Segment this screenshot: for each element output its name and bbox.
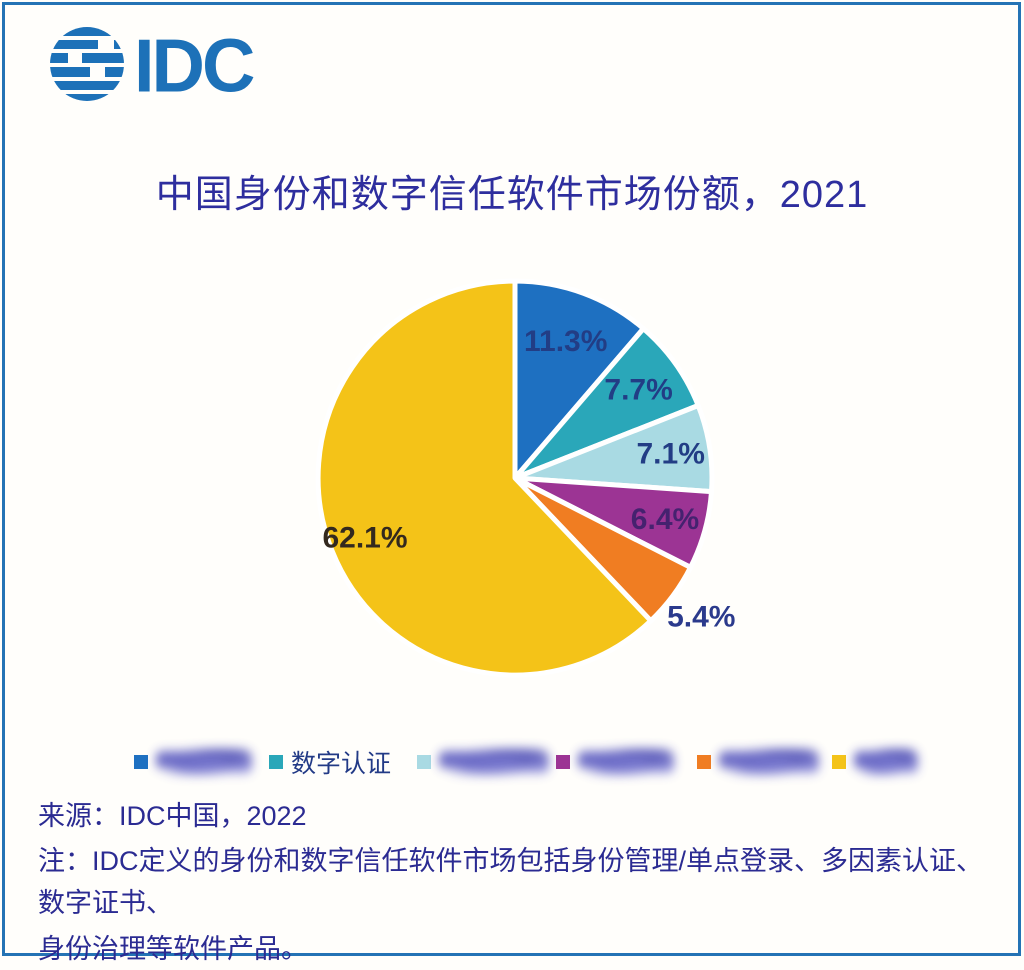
censored-label-blob xyxy=(439,748,549,776)
legend-swatch xyxy=(556,755,570,769)
legend-swatch xyxy=(134,755,148,769)
legend-item xyxy=(832,744,918,780)
legend-swatch xyxy=(832,755,846,769)
legend-swatch xyxy=(417,755,431,769)
note-line-1: 注：IDC定义的身份和数字信任软件市场包括身份管理/单点登录、多因素认证、数字证… xyxy=(38,846,983,918)
censored-label-blob xyxy=(578,748,674,776)
slice-percent-label: 6.4% xyxy=(631,503,699,536)
idc-logo: IDC xyxy=(46,22,255,109)
chart-title: 中国身份和数字信任软件市场份额，2021 xyxy=(155,174,869,216)
slice-percent-label: 11.3% xyxy=(524,325,607,358)
source-line: 来源：IDC中国，2022 xyxy=(38,801,307,831)
legend-item xyxy=(556,744,674,780)
legend-item: 数字认证 xyxy=(269,744,391,780)
legend-item xyxy=(134,744,252,780)
censored-label-blob xyxy=(854,748,918,776)
slice-percent-label: 62.1% xyxy=(322,521,407,554)
legend-item xyxy=(417,744,549,780)
slice-percent-label: 7.7% xyxy=(604,374,672,407)
slice-percent-label: 5.4% xyxy=(667,601,735,634)
legend: 数字认证 xyxy=(0,744,1024,784)
idc-wordmark: IDC xyxy=(134,22,255,108)
idc-globe-icon xyxy=(46,22,128,109)
pie-slice xyxy=(315,278,654,678)
censored-label-blob xyxy=(156,748,252,776)
legend-label: 数字认证 xyxy=(291,750,392,778)
legend-item xyxy=(697,744,819,780)
slice-percent-label: 7.1% xyxy=(637,437,705,470)
legend-swatch xyxy=(269,755,283,769)
pie-slice xyxy=(512,278,646,481)
censored-label-blob xyxy=(719,748,819,776)
note-line-2: 身份治理等软件产品。 xyxy=(38,934,308,964)
legend-swatch xyxy=(697,755,711,769)
footer: 来源：IDC中国，2022 注：IDC定义的身份和数字信任软件市场包括身份管理/… xyxy=(38,796,988,970)
